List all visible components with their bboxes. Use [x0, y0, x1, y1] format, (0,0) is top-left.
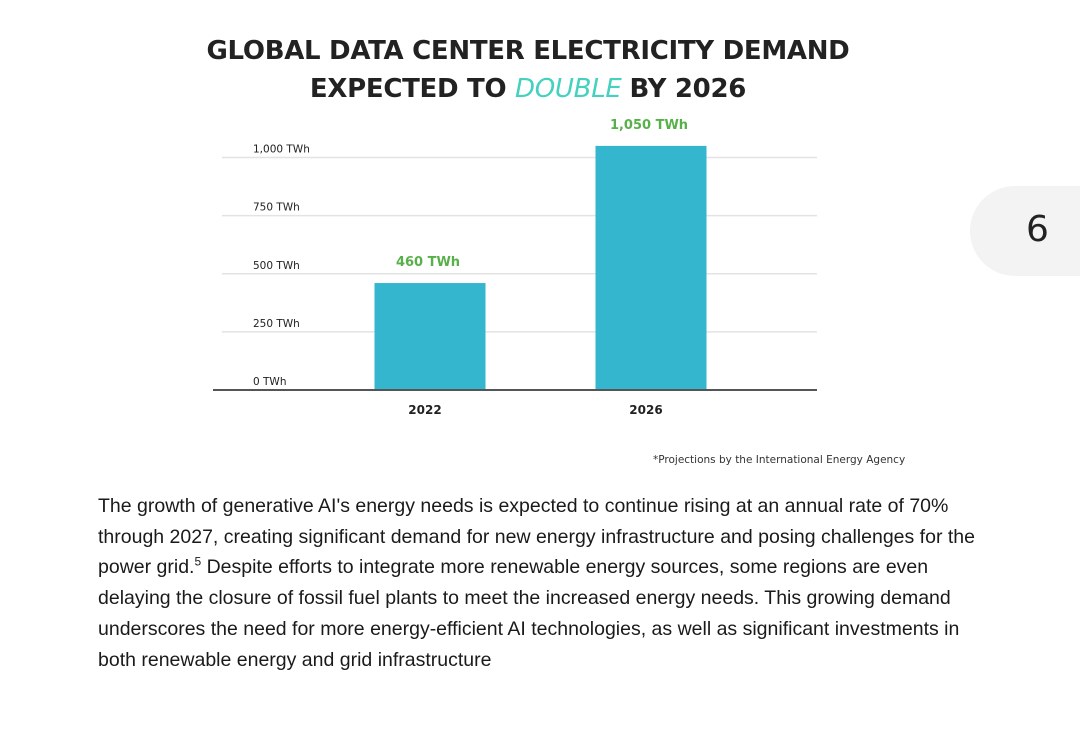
chart-title-line-1: GLOBAL DATA CENTER ELECTRICITY DEMAND — [206, 36, 850, 66]
body-text-part-1: The growth of generative AI's energy nee… — [98, 495, 975, 579]
chart-title-highlight: DOUBLE — [515, 74, 622, 104]
chart-title-prefix: EXPECTED TO — [309, 74, 516, 104]
bar — [595, 145, 707, 390]
y-tick-label: 500 TWh — [253, 260, 300, 272]
y-tick-label: 750 TWh — [253, 202, 300, 214]
chart-title-line-2: EXPECTED TO DOUBLE BY 2026 — [0, 70, 1056, 108]
bar-data-label: 1,050 TWh — [610, 118, 688, 133]
chart-source-footnote: *Projections by the International Energy… — [653, 454, 906, 466]
footnote-reference: 5 — [194, 554, 202, 569]
page-number-tab: 6 — [970, 186, 1080, 276]
body-paragraph: The growth of generative AI's energy nee… — [98, 491, 998, 675]
page-number: 6 — [1026, 209, 1049, 250]
body-text-part-2: Despite efforts to integrate more renewa… — [98, 556, 960, 671]
y-tick-label: 250 TWh — [253, 318, 300, 330]
bar-data-label: 460 TWh — [396, 255, 460, 270]
x-tick-label: 2022 — [408, 403, 441, 417]
y-tick-label: 0 TWh — [253, 376, 286, 388]
chart-title-suffix: BY 2026 — [629, 74, 747, 104]
chart-title: GLOBAL DATA CENTER ELECTRICITY DEMAND EX… — [0, 32, 1056, 108]
x-tick-label: 2026 — [629, 403, 662, 417]
bar — [374, 283, 486, 390]
bar-chart: 0 TWh 250 TWh 500 TWh 750 TWh 1,000 TWh 460 T… — [213, 118, 817, 417]
y-tick-label: 1,000 TWh — [253, 144, 310, 156]
